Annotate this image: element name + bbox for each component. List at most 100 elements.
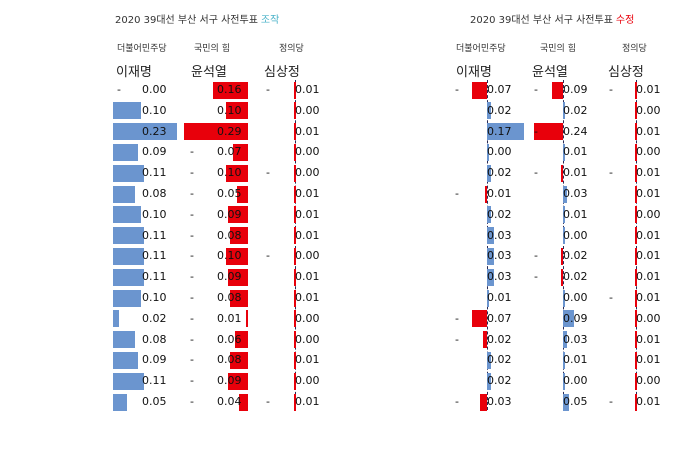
right-party-sim: 정의당	[622, 44, 647, 54]
left-sim-bar	[294, 185, 296, 203]
right-title-text: 2020 39대선 부산 서구 사전투표	[470, 15, 613, 26]
right-sim-value-label: 0.01	[636, 83, 661, 96]
right-yoon-negative-marker: -	[534, 124, 538, 138]
right-lee-value-label: 0.02	[487, 166, 512, 180]
left-sim-value-label: 0.01	[295, 395, 320, 408]
right-sim-value-label: 0.01	[636, 395, 661, 408]
right-lee-value-label: 0.03	[487, 249, 512, 263]
left-sim-value-label: 0.00	[295, 166, 320, 180]
left-lee-bar	[113, 164, 144, 182]
right-lee-value-label: 0.02	[487, 353, 512, 367]
right-yoon-negative-marker: -	[534, 166, 538, 180]
left-lee-value-label: 0.09	[142, 145, 167, 159]
left-lee-negative-marker: -	[117, 83, 121, 96]
right-lee-bar	[487, 268, 494, 286]
left-party-sim: 정의당	[279, 44, 304, 54]
right-lee-bar	[487, 164, 492, 182]
right-yoon-value-label: 0.03	[563, 332, 588, 346]
right-sim-bar	[635, 185, 637, 203]
left-yoon-negative-marker: -	[190, 395, 194, 408]
right-lee-value-label: 0.03	[487, 228, 512, 242]
right-party-lee: 더불어민주당	[456, 44, 506, 54]
right-sim-negative-marker: -	[609, 83, 613, 96]
left-yoon-value-label: 0.16	[217, 83, 242, 96]
right-yoon-value-label: 0.01	[563, 353, 588, 367]
right-title-tag: 수정	[615, 15, 635, 26]
right-sim-negative-marker: -	[609, 291, 613, 304]
right-yoon-bar	[563, 372, 565, 390]
right-sim-value-label: 0.01	[636, 353, 661, 367]
right-lee-bar	[487, 123, 525, 141]
left-sim-bar	[294, 123, 296, 141]
left-lee-value-label: 0.11	[142, 249, 167, 263]
left-yoon-bar	[212, 81, 248, 99]
left-yoon-value-label: 0.10	[217, 103, 242, 117]
left-party-yoon: 국민의 힘	[194, 44, 230, 54]
left-yoon-bar	[228, 206, 248, 224]
left-lee-bar	[113, 289, 141, 307]
left-yoon-negative-marker: -	[190, 228, 194, 242]
right-lee-value-label: 0.02	[487, 374, 512, 388]
right-lee-bar	[487, 247, 494, 265]
left-sim-bar	[294, 164, 296, 182]
right-sim-value-label: 0.01	[636, 270, 661, 284]
right-sim-value-label: 0.01	[636, 124, 661, 138]
left-lee-value-label: 0.11	[142, 270, 167, 284]
left-sim-negative-marker: -	[266, 395, 270, 408]
left-yoon-value-label: 0.29	[217, 124, 242, 138]
right-sim-value-label: 0.01	[636, 332, 661, 346]
right-yoon-value-label: 0.02	[563, 249, 588, 263]
left-sim-bar	[294, 206, 296, 224]
left-yoon-negative-marker: -	[190, 311, 194, 325]
left-yoon-bar	[234, 331, 248, 349]
left-yoon-negative-marker: -	[190, 270, 194, 284]
right-yoon-bar	[563, 206, 565, 224]
left-yoon-bar	[230, 289, 248, 307]
right-yoon-bar	[563, 393, 569, 411]
left-lee-bar	[113, 247, 144, 265]
left-yoon-bar	[239, 393, 248, 411]
right-sim-bar	[635, 143, 637, 161]
right-sim-value-label: 0.01	[636, 249, 661, 263]
left-sim-value-label: 0.00	[295, 145, 320, 159]
left-lee-value-label: 0.11	[142, 228, 167, 242]
right-sim-bar	[635, 123, 637, 141]
right-lee-bar	[487, 351, 492, 369]
left-title-text: 2020 39대선 부산 서구 사전투표	[115, 15, 258, 26]
right-sim-value-label: 0.01	[636, 187, 661, 200]
left-sim-value-label: 0.00	[295, 374, 320, 388]
left-lee-value-label: 0.11	[142, 166, 167, 180]
left-yoon-value-label: 0.09	[217, 207, 242, 221]
left-yoon-value-label: 0.05	[217, 187, 242, 200]
left-yoon-bar	[184, 123, 248, 141]
left-yoon-value-label: 0.08	[217, 353, 242, 367]
right-lee-value-label: 0.01	[487, 187, 512, 200]
left-yoon-negative-marker: -	[190, 145, 194, 159]
right-yoon-value-label: 0.00	[563, 291, 588, 304]
right-yoon-value-label: 0.02	[563, 270, 588, 284]
right-sim-value-label: 0.00	[636, 145, 661, 159]
right-sim-bar	[635, 81, 637, 99]
right-party-yoon: 국민의 힘	[540, 44, 576, 54]
right-yoon-bar	[563, 143, 565, 161]
left-lee-bar	[113, 351, 139, 369]
left-yoon-value-label: 0.10	[217, 166, 242, 180]
left-sim-value-label: 0.01	[295, 353, 320, 367]
left-sim-value-label: 0.00	[295, 103, 320, 117]
right-lee-bar	[482, 331, 487, 349]
right-yoon-negative-marker: -	[534, 270, 538, 284]
left-yoon-bar	[226, 102, 248, 120]
left-sim-axis-line	[295, 80, 296, 410]
right-lee-bar	[487, 102, 492, 120]
left-lee-bar	[113, 393, 127, 411]
right-sim-value-label: 0.00	[636, 103, 661, 117]
right-sim-bar	[635, 164, 637, 182]
left-lee-bar	[113, 310, 119, 328]
right-sim-value-label: 0.00	[636, 374, 661, 388]
right-lee-value-label: 0.03	[487, 270, 512, 284]
right-candidate-sim: 심상정	[608, 65, 644, 80]
right-lee-negative-marker: -	[455, 83, 459, 96]
right-lee-bar	[471, 81, 487, 99]
right-lee-bar	[487, 227, 494, 245]
left-sim-bar	[294, 331, 296, 349]
